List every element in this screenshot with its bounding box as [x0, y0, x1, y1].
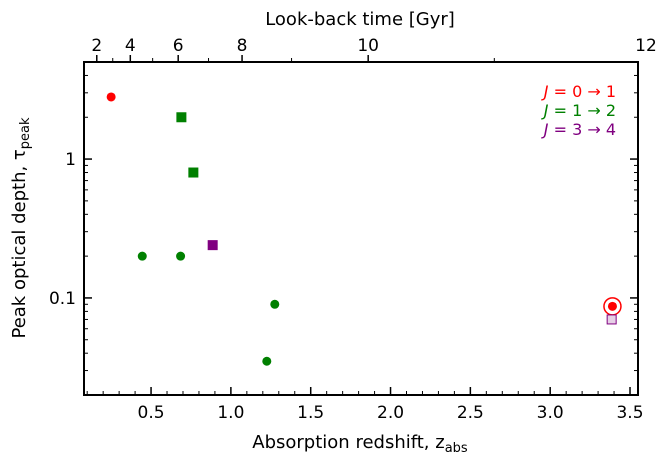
data-point-circle-1-2 — [270, 299, 280, 309]
data-point-square-3-4 — [606, 314, 617, 325]
labels-layer: Look-back time [Gyr] Absorption redshift… — [9, 9, 468, 456]
y-axis-title: Peak optical depth, τpeak — [9, 117, 33, 338]
data-point-circle-1-2 — [137, 251, 147, 261]
top-tick-label: 8 — [237, 36, 248, 56]
data-point-circle-0-1 — [106, 92, 116, 102]
legend-entry-symbol: J — [541, 82, 549, 101]
legend-entry: J = 0 → 1 — [541, 82, 616, 101]
x-tick-label: 3.5 — [616, 403, 643, 423]
x-tick-label: 0.5 — [138, 403, 165, 423]
top-tick-label: 6 — [173, 36, 184, 56]
top-tick-label: 10 — [357, 36, 379, 56]
data-point-square-3-4 — [207, 240, 218, 251]
legend: J = 0 → 1J = 1 → 2J = 3 → 4 — [541, 82, 616, 139]
legend-entry-transition: = 0 → 1 — [548, 82, 616, 101]
x-axis-title: Absorption redshift, zabs — [252, 432, 468, 454]
x-axis-title-main: Absorption redshift, z — [252, 432, 444, 453]
legend-entry-transition: = 3 → 4 — [548, 120, 616, 139]
legend-entry: J = 1 → 2 — [541, 101, 616, 120]
y-axis-title-sub: peak — [18, 117, 33, 149]
legend-entry: J = 3 → 4 — [541, 120, 616, 139]
x-tick-label: 2.5 — [457, 403, 484, 423]
plot-frame — [83, 61, 639, 396]
data-point-circle-0-1 — [607, 301, 617, 311]
y-axis-title-main: Peak optical depth, τ — [9, 149, 30, 338]
y-tick-label: 1 — [65, 150, 76, 170]
y-tick-label: 0.1 — [49, 289, 76, 309]
top-tick-label: 4 — [125, 36, 136, 56]
x-axis-title-sub: abs — [445, 441, 468, 454]
x-tick-label: 3.0 — [537, 403, 564, 423]
legend-entry-symbol: J — [541, 120, 549, 139]
data-point-circle-1-2 — [262, 356, 272, 366]
axes-layer: 0.5 1.0 1.5 2.0 2.5 3.0 3.5 2 4 6 8 10 12 0.1 1 — [49, 36, 657, 423]
top-tick-label: 12 — [635, 36, 657, 56]
legend-entry-symbol: J — [541, 101, 549, 120]
x-tick-label: 2.0 — [377, 403, 404, 423]
data-point-circle-1-2 — [176, 251, 186, 261]
top-tick-label: 2 — [91, 36, 102, 56]
points-layer — [106, 92, 622, 366]
top-axis-title: Look-back time [Gyr] — [265, 9, 455, 30]
x-tick-label: 1.5 — [297, 403, 324, 423]
legend-entry-transition: = 1 → 2 — [548, 101, 616, 120]
x-tick-label: 1.0 — [217, 403, 244, 423]
data-point-square-1-2 — [176, 112, 187, 123]
data-point-square-1-2 — [188, 167, 199, 178]
